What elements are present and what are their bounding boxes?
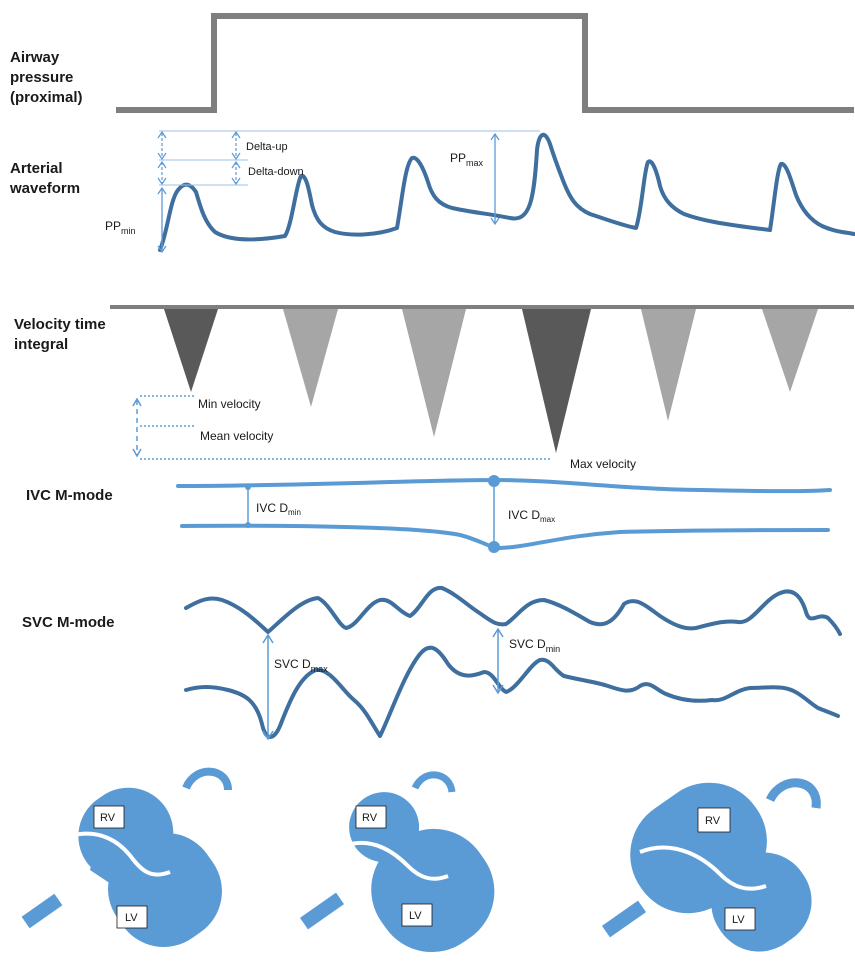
arterial-waveform-trace [158,133,855,252]
vti-triangle-2 [283,309,338,407]
ppmin-arrowhead-bottom [157,245,167,254]
septum-line-2 [343,840,449,881]
delta-up-label: Delta-up [246,141,288,153]
svc-dmax-arrowhead-top [262,633,274,644]
airway-label-line-3: (proximal) [10,89,83,106]
ivc-stub-3 [601,900,647,938]
airway-label-line-1: Airway [10,49,60,66]
ppmin-arrowhead-top [157,186,167,195]
max-velocity-label: Max velocity [570,457,636,471]
septum-line-1 [69,831,171,877]
svc-dmax-arrowhead-bottom [262,730,274,741]
svc-dmin-arrowhead-bottom [492,684,504,695]
rv-label-box-1 [93,805,125,829]
ppmax-arrowhead-top [490,132,500,141]
velocity-arrowhead-top [132,397,142,407]
svc-dmin-arrowhead-top [492,627,504,638]
heart-diagram-2: RV LV [299,771,495,953]
ivc-dmax-label: IVC Dmax [508,508,555,524]
min-velocity-label: Min velocity [198,397,261,411]
lv-label-3: LV [732,914,745,926]
vti-triangle-4 [522,309,591,453]
ivc-dmax-top-dot [488,475,500,487]
ivc-stub-2 [299,892,345,930]
ppmax-arrowhead-bottom [490,217,500,226]
arterial-label-line-1: Arterial [10,160,63,177]
delta-arrowheads [157,130,241,186]
rv-label-3: RV [705,815,721,827]
lv-label-2: LV [409,910,422,922]
vti-triangle-1 [164,309,218,392]
svc-dmin-label: SVC Dmin [509,637,560,654]
aortic-arch-3 [765,778,821,809]
ivc-dmin-top-dot [245,484,251,490]
ivc-dmax-bottom-dot [488,541,500,553]
airway-pressure-trace [116,13,854,113]
heart-diagram-3: RV LV [601,778,821,952]
ivc-lower-wall [180,523,830,551]
ivc-upper-wall [176,477,832,494]
vti-triangle-3 [402,309,466,437]
vti-label-line-2: integral [14,336,68,353]
heart-body-1 [90,830,170,910]
mean-velocity-label: Mean velocity [200,429,273,443]
ivc-stub-1 [21,893,63,929]
vti-triangle-5 [641,309,696,421]
septum-line-3 [639,845,767,891]
rv-label-1: RV [100,812,116,824]
lv-label-box-3 [724,907,756,931]
svc-label: SVC M-mode [22,614,115,631]
svc-upper-wall [184,585,842,636]
svc-lower-wall [184,645,840,739]
ivc-dmin-label: IVC Dmin [256,501,301,517]
heart-diagram-1: RV LV [21,767,232,947]
svc-dmax-label: SVC Dmax [274,657,328,674]
vti-label-line-1: Velocity time [14,316,106,333]
vti-triangle-6 [762,309,818,392]
rv-label-box-3 [697,807,731,833]
lv-label-box-2 [401,903,433,927]
pp-min-label: PPmin [105,219,136,236]
delta-down-label: Delta-down [248,166,304,178]
aortic-arch-2 [411,771,456,793]
rv-label-2: RV [362,812,378,824]
ivc-dmin-bottom-dot [245,522,251,528]
lv-label-box-1 [116,905,148,929]
airway-label-line-2: pressure [10,69,73,86]
rv-label-box-2 [355,805,387,829]
lv-label-1: LV [125,912,138,924]
pp-max-label: PPmax [450,151,484,168]
ivc-label: IVC M-mode [26,487,113,504]
vti-triangles [164,309,818,453]
velocity-arrowhead-bottom [132,448,142,458]
arterial-label-line-2: waveform [9,180,80,197]
aortic-arch-1 [182,767,232,791]
